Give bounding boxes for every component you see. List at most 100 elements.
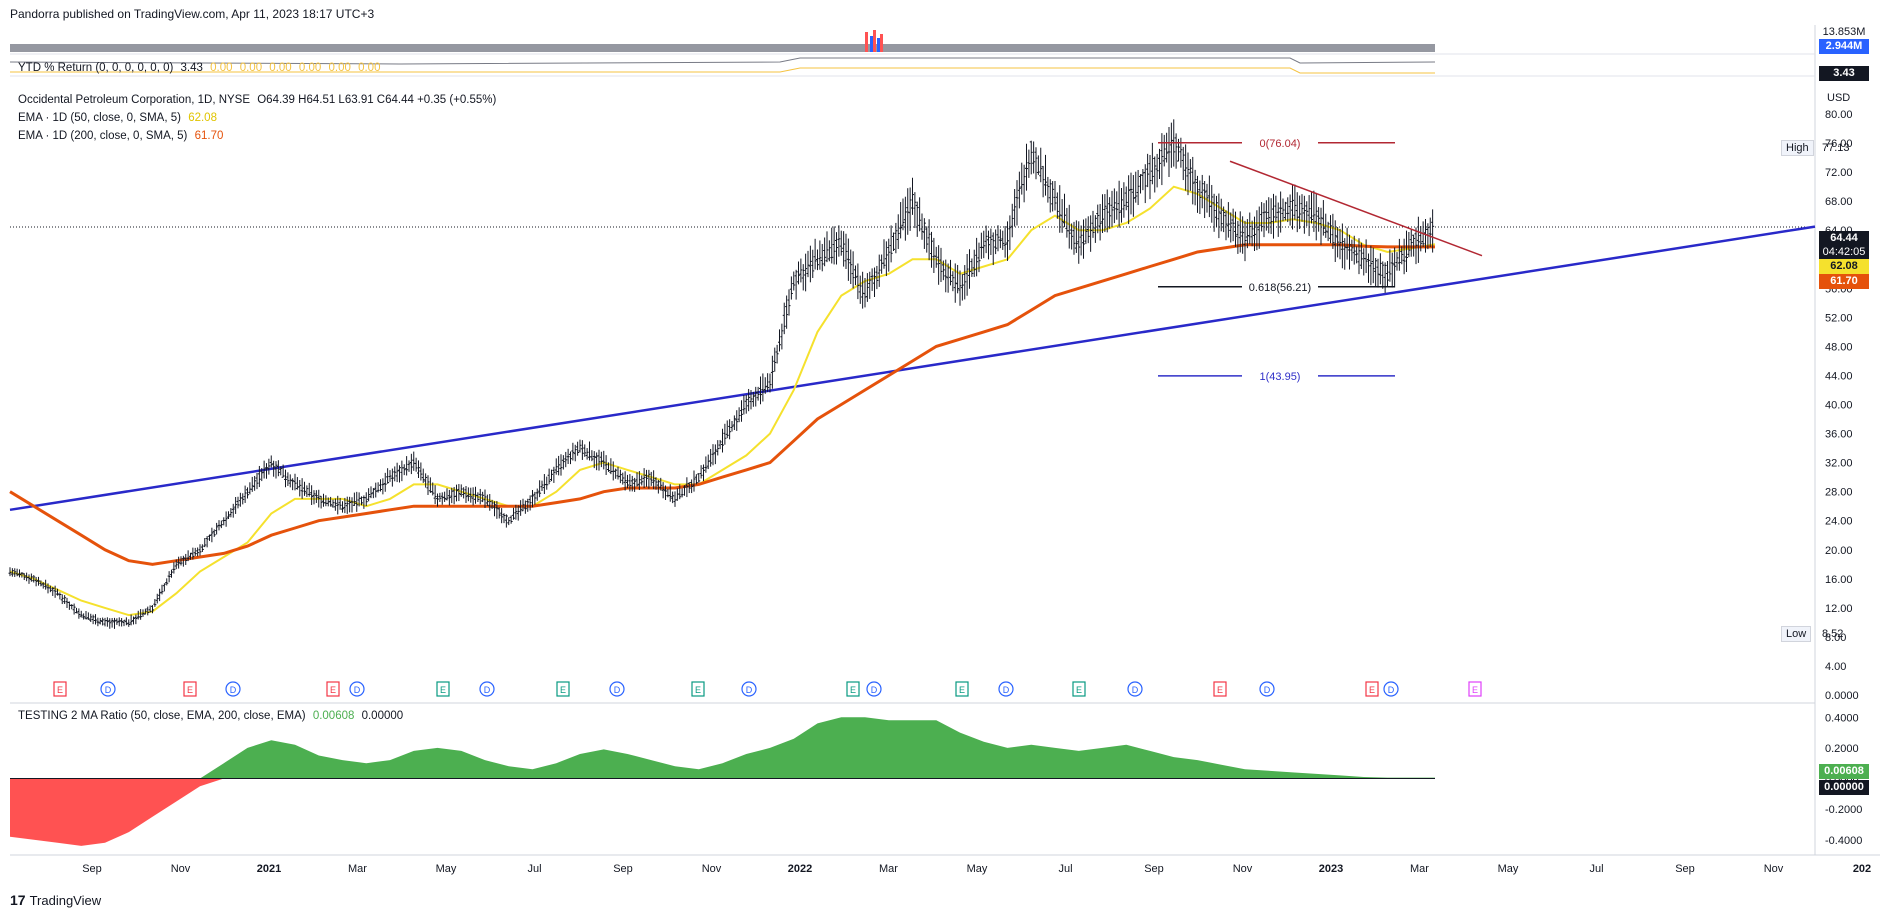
price-tick-label: 44.00 bbox=[1825, 370, 1853, 382]
volume-spike bbox=[877, 38, 880, 52]
time-tick-label: Nov bbox=[1764, 863, 1784, 875]
price-tick-label: 4.00 bbox=[1825, 661, 1846, 673]
time-tick-label: May bbox=[1498, 863, 1519, 875]
volume-spike bbox=[865, 32, 868, 52]
event-marker-letter: D bbox=[105, 685, 112, 695]
dividend-marker-icon bbox=[100, 681, 116, 697]
ema50-legend: EMA · 1D (50, close, 0, SMA, 5) 62.08 bbox=[18, 112, 221, 124]
price-tick-label: 68.00 bbox=[1825, 196, 1853, 208]
event-marker-letter: D bbox=[1388, 685, 1395, 695]
earnings-marker-icon bbox=[436, 681, 450, 697]
earnings-marker-icon bbox=[691, 681, 705, 697]
ytd-legend-rest-3: 0.00 bbox=[298, 62, 322, 74]
earnings-marker-icon bbox=[183, 681, 197, 697]
time-tick-label: 2021 bbox=[257, 863, 281, 875]
oscillator-tick-label: 0.2000 bbox=[1825, 743, 1859, 755]
time-tick-label: Jul bbox=[1589, 863, 1603, 875]
time-tick-label: 2022 bbox=[788, 863, 812, 875]
dividend-marker-icon bbox=[609, 681, 625, 697]
ytd-legend-rest-1: 0.00 bbox=[239, 62, 263, 74]
time-tick-label: Sep bbox=[82, 863, 102, 875]
published-header: Pandorra published on TradingView.com, A… bbox=[10, 7, 375, 21]
tradingview-logo-icon: 17 bbox=[10, 892, 26, 908]
time-tick-label: Mar bbox=[1410, 863, 1429, 875]
earnings-marker-icon bbox=[1072, 681, 1086, 697]
event-marker-letter: D bbox=[614, 685, 621, 695]
countdown-tag: 04:42:05 bbox=[1819, 245, 1869, 260]
low-marker-label: Low bbox=[1781, 626, 1812, 642]
volume-spike bbox=[873, 30, 876, 52]
ema50-line bbox=[9, 185, 1436, 617]
oscillator-value-2: 0.00000 bbox=[361, 710, 404, 722]
event-marker-letter: D bbox=[746, 685, 753, 695]
time-tick-label: 202 bbox=[1853, 863, 1871, 875]
event-marker-letter: E bbox=[57, 685, 63, 695]
oscillator-positive-area bbox=[10, 717, 1435, 779]
price-tick-label: 72.00 bbox=[1825, 167, 1853, 179]
dividend-marker-icon bbox=[1259, 681, 1275, 697]
ytd-legend-value: 3.43 bbox=[180, 62, 203, 74]
footer-brand[interactable]: 17 TradingView bbox=[10, 892, 101, 908]
ema200-value: 61.70 bbox=[194, 130, 224, 142]
ema50-price-tag: 62.08 bbox=[1819, 259, 1869, 274]
event-marker-letter: D bbox=[354, 685, 361, 695]
time-tick-label: Nov bbox=[171, 863, 191, 875]
event-marker-letter: E bbox=[330, 685, 336, 695]
event-marker-letter: E bbox=[440, 685, 446, 695]
time-tick-label: Mar bbox=[879, 863, 898, 875]
time-tick-label: May bbox=[967, 863, 988, 875]
price-tick-label: 20.00 bbox=[1825, 545, 1853, 557]
price-tick-label: 40.00 bbox=[1825, 400, 1853, 412]
event-marker-letter: E bbox=[1076, 685, 1082, 695]
event-marker-letter: D bbox=[1264, 685, 1271, 695]
event-marker-letter: E bbox=[695, 685, 701, 695]
event-marker-letter: E bbox=[850, 685, 856, 695]
support-trendline bbox=[9, 225, 1816, 512]
event-marker-letter: E bbox=[187, 685, 193, 695]
earnings-marker-icon bbox=[326, 681, 340, 697]
oscillator-tick-label: -0.4000 bbox=[1825, 835, 1862, 847]
symbol-name: Occidental Petroleum Corporation, 1D, NY… bbox=[18, 94, 251, 106]
price-tick-label: 24.00 bbox=[1825, 516, 1853, 528]
price-tick-label: 28.00 bbox=[1825, 487, 1853, 499]
price-tick-label: 36.00 bbox=[1825, 429, 1853, 441]
dividend-marker-icon bbox=[998, 681, 1014, 697]
oscillator-tag-1: 0.00608 bbox=[1819, 764, 1869, 779]
price-tick-label: 0.0000 bbox=[1825, 690, 1859, 702]
high-marker-value: 77.13 bbox=[1822, 142, 1850, 154]
event-marker-letter: D bbox=[230, 685, 237, 695]
oscillator-negative-area bbox=[10, 778, 1435, 846]
currency-label: USD bbox=[1827, 92, 1851, 104]
ema200-label: EMA · 1D (200, close, 0, SMA, 5) bbox=[18, 130, 188, 142]
ytd-legend-rest-0: 0.00 bbox=[210, 62, 233, 74]
dividend-marker-icon bbox=[225, 681, 241, 697]
fib-level-1-label: 1(43.95) bbox=[1260, 371, 1301, 383]
ytd-legend-label: YTD % Return (0, 0, 0, 0, 0, 0) bbox=[18, 62, 174, 74]
event-marker-letter: E bbox=[560, 685, 566, 695]
price-tick-label: 52.00 bbox=[1825, 312, 1853, 324]
low-marker-value: 8.52 bbox=[1822, 628, 1844, 640]
ema50-value: 62.08 bbox=[188, 112, 217, 124]
event-marker-letter: E bbox=[959, 685, 965, 695]
volume-spike bbox=[880, 34, 883, 52]
time-tick-label: 2023 bbox=[1319, 863, 1343, 875]
time-tick-label: Jul bbox=[1058, 863, 1072, 875]
resistance-trendline bbox=[1229, 160, 1483, 257]
time-tick-label: Sep bbox=[1144, 863, 1164, 875]
ytd-compare-line bbox=[9, 57, 1436, 65]
volume-spike bbox=[870, 36, 873, 52]
volume-max-tag: 13.853M bbox=[1819, 25, 1869, 40]
price-tick-label: 16.00 bbox=[1825, 574, 1853, 586]
time-tick-label: Sep bbox=[613, 863, 633, 875]
earnings-marker-icon bbox=[1213, 681, 1227, 697]
ema50-label: EMA · 1D (50, close, 0, SMA, 5) bbox=[18, 112, 181, 124]
dividend-marker-icon bbox=[349, 681, 365, 697]
time-tick-label: Nov bbox=[1233, 863, 1253, 875]
oscillator-tick-label: 0.4000 bbox=[1825, 712, 1859, 724]
event-marker-letter: E bbox=[1472, 685, 1478, 695]
price-tick-label: 12.00 bbox=[1825, 603, 1853, 615]
high-marker-label: High bbox=[1781, 140, 1814, 156]
time-tick-label: Sep bbox=[1675, 863, 1695, 875]
oscillator-tick-label: -0.2000 bbox=[1825, 804, 1862, 816]
